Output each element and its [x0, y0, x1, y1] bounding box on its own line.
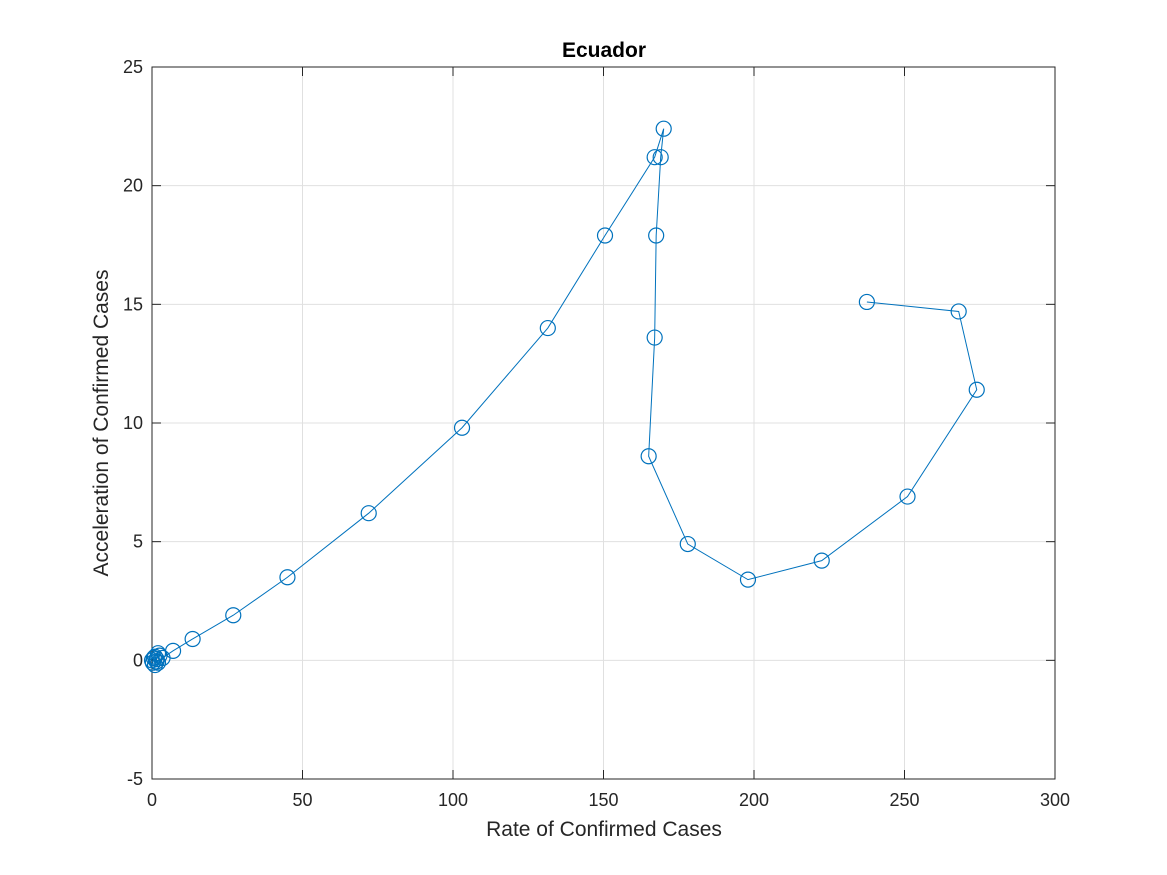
data-point-marker [646, 329, 663, 346]
data-point-marker [679, 535, 696, 553]
y-tick-label: 20 [123, 176, 143, 196]
data-point-marker [164, 642, 182, 659]
x-tick-label: 100 [438, 790, 468, 810]
data-point-marker [858, 293, 875, 311]
data-point-marker [899, 488, 916, 505]
x-tick-label: 0 [147, 790, 157, 810]
x-axis-label: Rate of Confirmed Cases [486, 818, 722, 841]
data-point-marker [360, 505, 377, 522]
data-point-marker [453, 419, 471, 436]
y-tick-label: -5 [127, 769, 143, 789]
x-tick-label: 300 [1040, 790, 1070, 810]
data-point-marker [640, 448, 657, 465]
y-tick-label: 15 [123, 294, 143, 314]
data-point-marker [655, 120, 672, 137]
x-tick-label: 150 [588, 790, 618, 810]
x-tick-label: 50 [292, 790, 312, 810]
series-line [151, 128, 978, 666]
data-point-marker [739, 571, 757, 588]
data-series [143, 120, 985, 674]
x-tick-label: 250 [889, 790, 919, 810]
data-point-marker [184, 630, 201, 648]
y-tick-label: 25 [123, 57, 143, 77]
chart-title: Ecuador [562, 39, 646, 62]
y-tick-label: 5 [133, 532, 143, 552]
data-point-marker [652, 149, 669, 166]
x-tick-label: 200 [739, 790, 769, 810]
y-tick-label: 10 [123, 413, 143, 433]
data-point-marker [950, 303, 967, 320]
data-point-marker [813, 552, 830, 569]
data-point-marker [225, 607, 242, 624]
data-point-marker [646, 149, 663, 166]
y-tick-label: 0 [133, 650, 143, 670]
data-point-marker [648, 227, 665, 244]
data-point-marker [279, 569, 296, 586]
data-point-marker [596, 227, 614, 244]
data-point-marker [539, 319, 556, 337]
y-axis-label: Acceleration of Confirmed Cases [90, 270, 113, 577]
data-point-marker [968, 381, 985, 398]
